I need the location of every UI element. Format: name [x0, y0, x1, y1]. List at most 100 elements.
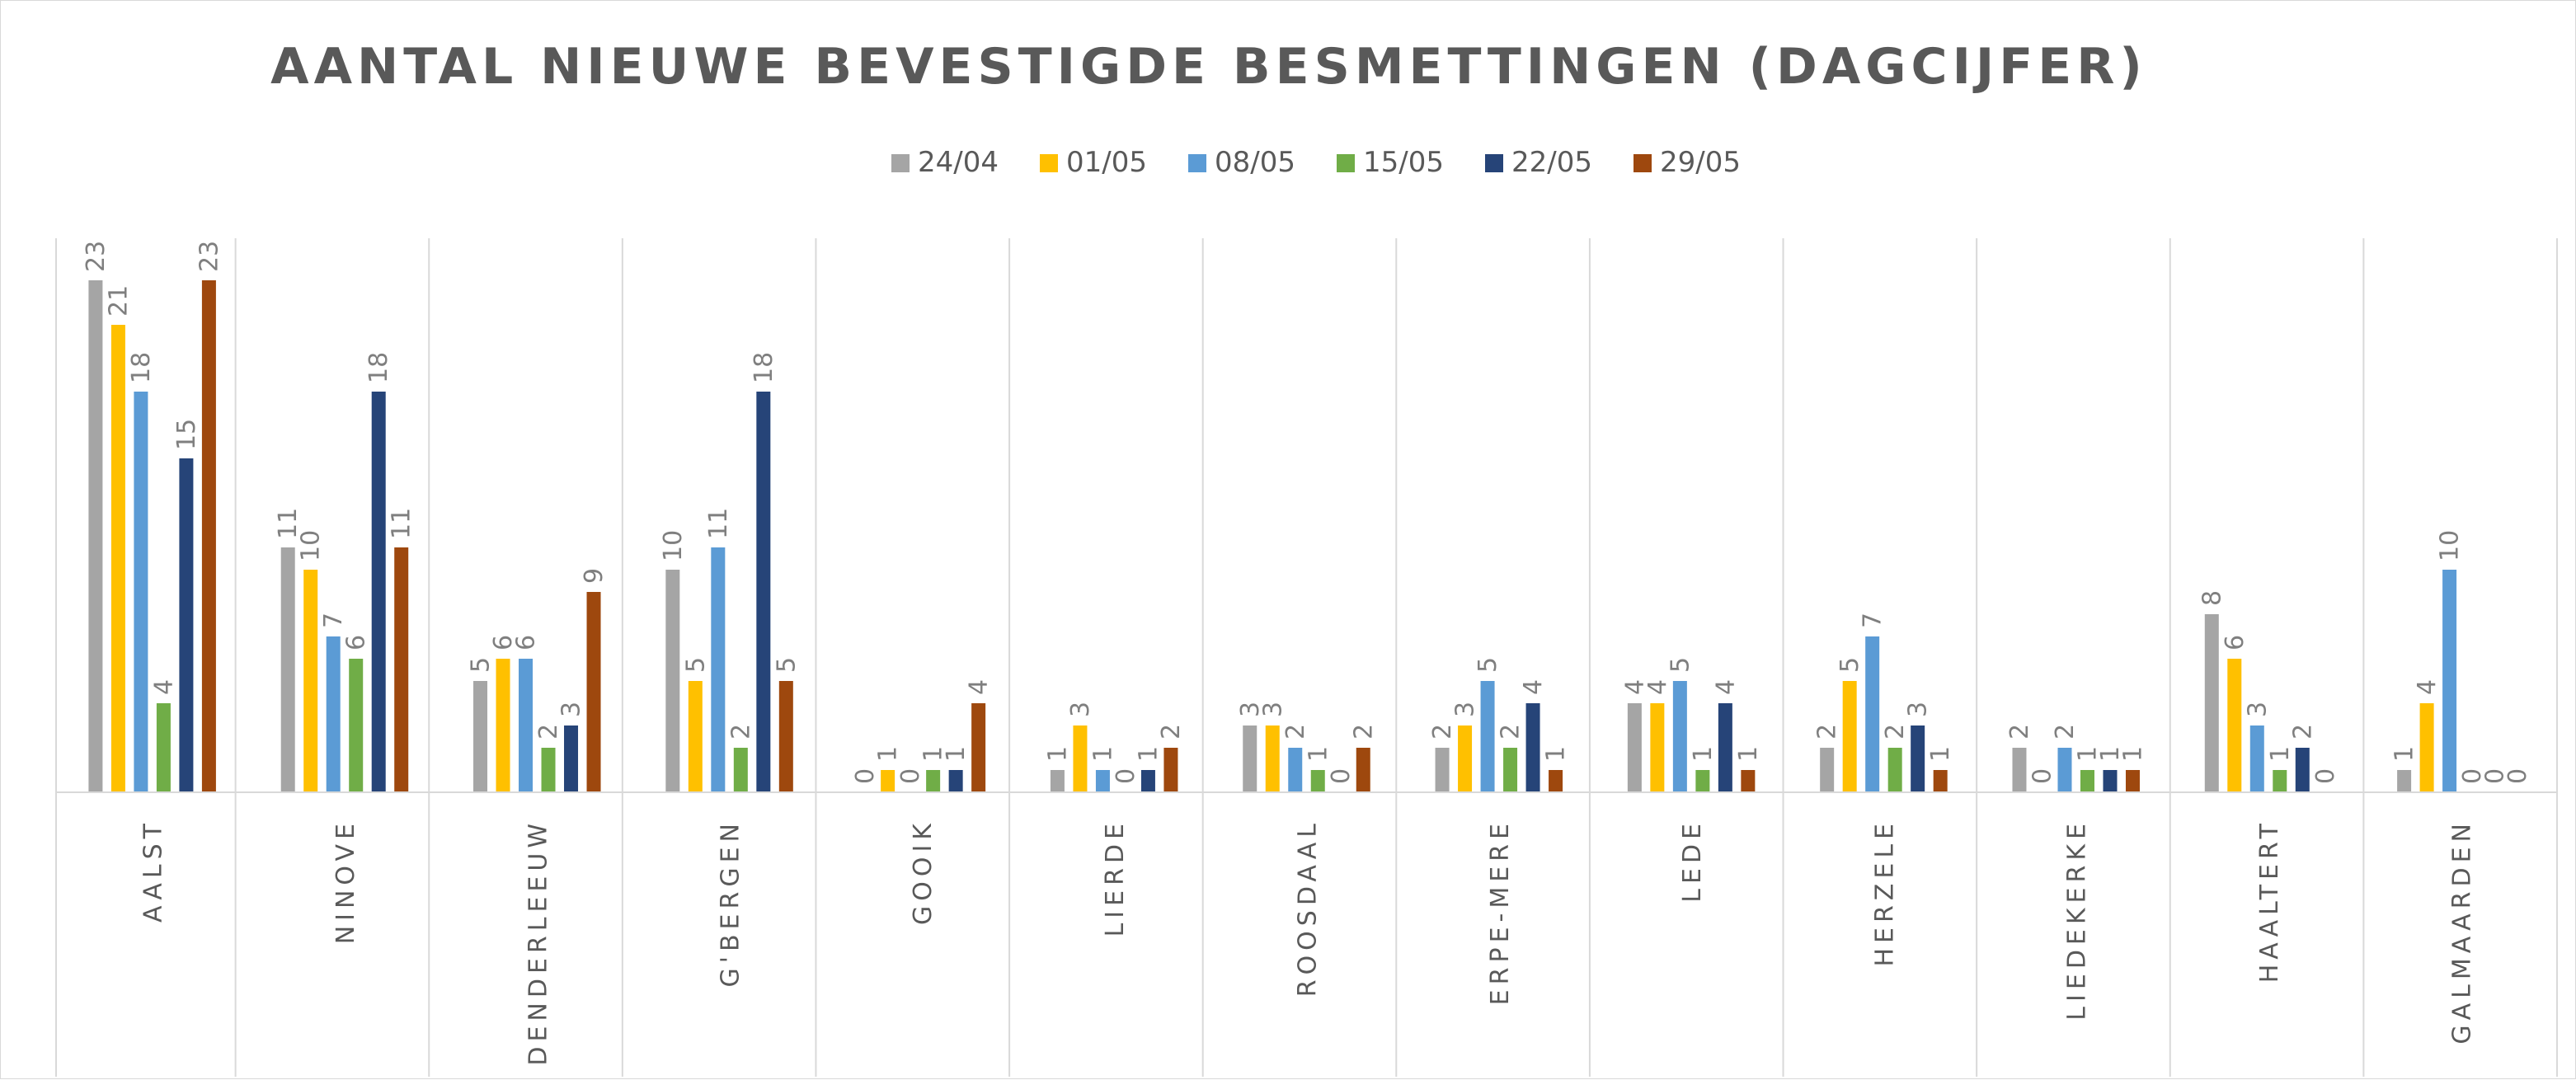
data-label: 1 [1134, 746, 1163, 762]
bar-herzele-29-05 [1933, 770, 1948, 792]
category-label: NINOVE [331, 819, 360, 944]
bar-gbergen-01-05 [688, 681, 703, 792]
data-label: 4 [965, 679, 994, 695]
data-label: 1 [1542, 746, 1571, 762]
bar-gbergen-15-05 [733, 748, 748, 792]
bar-herzele-24-04 [1820, 748, 1835, 792]
data-label: 0 [2458, 768, 2487, 784]
data-label: 1 [1088, 746, 1117, 762]
legend-label-24-04: 24/04 [918, 146, 999, 179]
data-label: 0 [2481, 768, 2510, 784]
bar-gooik-01-05 [881, 770, 895, 792]
legend-swatch-15-05 [1337, 154, 1355, 172]
data-label: 2 [726, 724, 755, 740]
data-label: 6 [489, 635, 518, 650]
category-label: HERZELE [1870, 819, 1899, 967]
bar-liedekerke-22-05 [2103, 770, 2118, 792]
bar-gbergen-08-05 [711, 547, 726, 792]
data-label: 0 [2028, 768, 2057, 784]
data-label: 4 [149, 679, 178, 695]
data-label: 2 [534, 724, 563, 740]
data-label: 0 [2311, 768, 2340, 784]
data-label: 1 [2096, 746, 2125, 762]
data-label: 0 [2503, 768, 2532, 784]
category-label: DENDERLEEUW [524, 819, 552, 1066]
bar-lierde-08-05 [1095, 770, 1110, 792]
category-label: LIERDE [1101, 819, 1130, 937]
legend-swatch-01-05 [1040, 154, 1058, 172]
bar-haaltert-22-05 [2295, 748, 2310, 792]
data-label: 2 [1881, 724, 1910, 740]
bar-erpemere-15-05 [1503, 748, 1518, 792]
bar-erpemere-22-05 [1525, 703, 1540, 792]
legend-label-01-05: 01/05 [1066, 146, 1147, 179]
data-label: 11 [388, 508, 416, 539]
bar-ninove-24-04 [280, 547, 295, 792]
bar-denderleeuw-29-05 [586, 592, 601, 792]
category-label: LEDE [1678, 819, 1707, 903]
data-label: 1 [1926, 746, 1955, 762]
category-label: GOOIK [909, 819, 938, 925]
bar-erpemere-01-05 [1458, 725, 1473, 792]
bar-liedekerke-29-05 [2125, 770, 2140, 792]
category-label: ERPE-MERE [1486, 819, 1515, 1005]
bar-lierde-29-05 [1163, 748, 1178, 792]
data-label: 2 [1497, 724, 1525, 740]
data-label: 1 [1734, 746, 1763, 762]
data-label: 11 [274, 508, 303, 539]
bar-aalst-08-05 [134, 392, 148, 792]
legend-swatch-24-04 [891, 154, 910, 172]
data-label: 21 [104, 285, 133, 317]
bar-ninove-01-05 [303, 570, 318, 792]
data-label: 1 [2073, 746, 2102, 762]
bar-lierde-24-04 [1050, 770, 1065, 792]
bar-aalst-22-05 [179, 458, 194, 792]
data-label: 2 [2051, 724, 2080, 740]
bar-lede-08-05 [1672, 681, 1687, 792]
bar-herzele-08-05 [1865, 636, 1880, 792]
bar-denderleeuw-24-04 [473, 681, 488, 792]
data-label: 9 [580, 568, 609, 584]
data-label: 5 [1836, 657, 1864, 673]
data-label: 4 [1620, 679, 1649, 695]
bar-lierde-22-05 [1140, 770, 1155, 792]
data-label: 5 [1666, 657, 1695, 673]
bar-lede-15-05 [1695, 770, 1710, 792]
bar-erpemere-24-04 [1435, 748, 1450, 792]
bar-roosdaal-24-04 [1243, 725, 1257, 792]
data-label: 0 [896, 768, 925, 784]
bar-denderleeuw-15-05 [541, 748, 556, 792]
data-label: 23 [195, 241, 223, 272]
bar-liedekerke-08-05 [2057, 748, 2072, 792]
bar-aalst-15-05 [156, 703, 171, 792]
data-label: 1 [2118, 746, 2147, 762]
bar-gooik-29-05 [971, 703, 986, 792]
data-label: 1 [2390, 746, 2419, 762]
data-label: 5 [681, 657, 710, 673]
data-label: 4 [1711, 679, 1740, 695]
data-label: 4 [2413, 679, 2442, 695]
data-label: 5 [467, 657, 496, 673]
category-label: LIEDEKERKE [2063, 819, 2092, 1021]
data-label: 5 [772, 657, 801, 673]
bar-haaltert-24-04 [2204, 614, 2219, 792]
bar-ninove-08-05 [326, 636, 341, 792]
bar-ninove-15-05 [349, 659, 364, 792]
data-label: 18 [750, 352, 778, 383]
legend: 24/04 01/05 08/05 15/05 22/05 29/05 [891, 146, 1741, 179]
data-label: 1 [1043, 746, 1072, 762]
bar-gbergen-22-05 [756, 392, 771, 792]
bar-denderleeuw-01-05 [496, 659, 510, 792]
legend-label-15-05: 15/05 [1363, 146, 1444, 179]
data-label: 2 [1281, 724, 1310, 740]
data-label: 1 [942, 746, 971, 762]
bar-herzele-22-05 [1911, 725, 1925, 792]
bar-ninove-29-05 [394, 547, 409, 792]
bar-haaltert-08-05 [2249, 725, 2264, 792]
data-label: 15 [172, 419, 201, 450]
legend-swatch-29-05 [1634, 154, 1652, 172]
bar-haaltert-15-05 [2273, 770, 2287, 792]
data-label: 1 [2266, 746, 2295, 762]
